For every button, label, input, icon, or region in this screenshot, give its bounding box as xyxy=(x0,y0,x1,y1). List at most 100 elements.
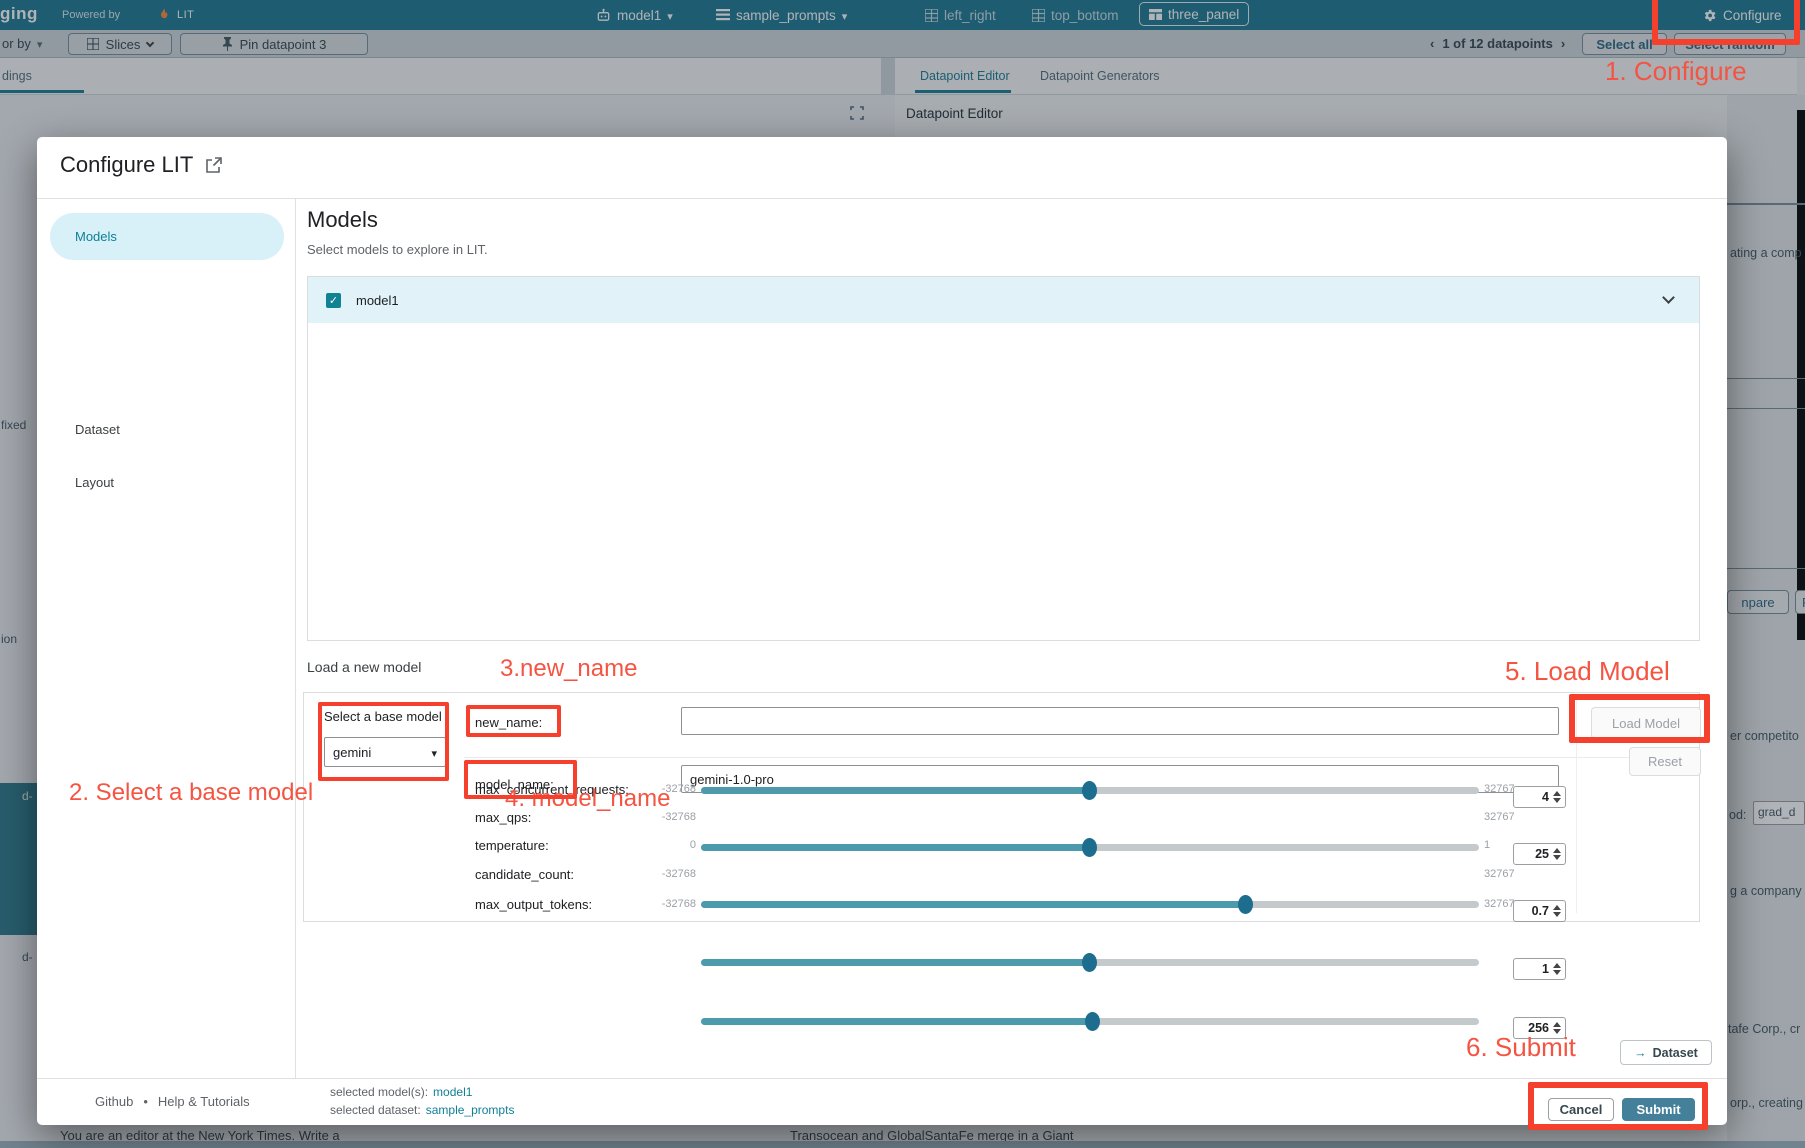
active-tab-underline xyxy=(915,90,1011,93)
active-tab-underline xyxy=(0,90,84,93)
tab-datapoint-editor[interactable]: Datapoint Editor xyxy=(920,69,1010,83)
slider-track[interactable] xyxy=(701,953,1479,972)
button-label-fragment: F xyxy=(1802,595,1805,610)
slider-track[interactable] xyxy=(701,838,1479,857)
slider-knob[interactable] xyxy=(1082,781,1098,800)
nav-item-dataset[interactable]: Dataset xyxy=(75,422,120,437)
slider-track[interactable] xyxy=(701,895,1479,914)
model-list: model1 xyxy=(307,276,1700,641)
load-model-button[interactable]: Load Model xyxy=(1591,707,1701,739)
base-model-select[interactable]: gemini xyxy=(324,737,446,767)
new-name-input[interactable] xyxy=(681,707,1559,735)
cancel-button[interactable]: Cancel xyxy=(1548,1098,1614,1121)
layout-tab-left-right[interactable]: left_right xyxy=(925,3,996,27)
embeddings-tab-fragment[interactable]: dings xyxy=(2,69,32,83)
list-icon xyxy=(716,9,730,21)
right-fragment: g a company xyxy=(1730,884,1802,898)
model-selector-dropdown[interactable]: model1 xyxy=(596,3,673,27)
configure-button[interactable]: Configure xyxy=(1702,3,1782,27)
right-fragment: ating a comp xyxy=(1730,246,1802,260)
divider xyxy=(1727,408,1805,409)
grid-icon xyxy=(86,38,99,50)
select-all-label: Select all xyxy=(1596,36,1653,52)
slices-button[interactable]: Slices xyxy=(68,33,172,55)
slider-value: 25 xyxy=(1535,847,1549,861)
grid-icon xyxy=(1032,8,1045,22)
reset-button[interactable]: Reset xyxy=(1629,747,1701,776)
button-fragment[interactable]: F xyxy=(1795,590,1805,614)
method-dropdown-fragment[interactable]: grad_d xyxy=(1753,801,1805,825)
selected-model-link[interactable]: model1 xyxy=(433,1085,473,1099)
model-list-row[interactable]: model1 xyxy=(308,277,1699,323)
nav-item-models-active[interactable]: Models xyxy=(50,213,284,260)
help-tutorials-link[interactable]: Help & Tutorials xyxy=(157,1094,250,1109)
annotation-box-load-model xyxy=(1569,694,1710,743)
slider-row-max-concurrent-requests: max_concurrent_requests: -32768 32767 4 xyxy=(304,693,1699,808)
new-name-label: new_name: xyxy=(475,715,543,730)
layout-tab-three-panel-active[interactable]: three_panel xyxy=(1139,2,1250,26)
dataset-selector-dropdown[interactable]: sample_prompts xyxy=(716,3,847,27)
select-all-button[interactable]: Select all xyxy=(1582,33,1667,55)
selected-dataset-label: selected dataset: xyxy=(330,1103,421,1117)
selection-toolbar: or by Slices Pin datapoint 3 1 of 12 dat… xyxy=(0,30,1805,58)
slider-value-spinner[interactable]: 1 xyxy=(1513,958,1566,980)
slider-value: 1 xyxy=(1542,962,1549,976)
arrow-right-icon xyxy=(1634,1046,1647,1060)
model-name-label: model_name: xyxy=(475,777,554,792)
panel-layout-icon xyxy=(1149,8,1162,20)
pin-icon xyxy=(222,37,233,51)
open-in-new-icon[interactable] xyxy=(205,156,223,174)
slider-knob[interactable] xyxy=(1237,895,1253,914)
annotation-box-new-name xyxy=(466,705,561,737)
slider-label: max_concurrent_requests: xyxy=(475,782,629,797)
tab-datapoint-generators[interactable]: Datapoint Generators xyxy=(1040,69,1160,83)
slider-max: 32767 xyxy=(1484,783,1515,795)
slider-value-spinner[interactable]: 256 xyxy=(1513,1017,1566,1039)
model-icon xyxy=(596,8,611,23)
slider-value: 256 xyxy=(1528,1021,1549,1035)
dot-separator xyxy=(143,1094,148,1109)
slider-min: -32768 xyxy=(661,783,696,795)
nav-item-layout[interactable]: Layout xyxy=(75,475,115,490)
layout-tab-top-bottom[interactable]: top_bottom xyxy=(1032,3,1119,27)
slider-max: 32767 xyxy=(1484,868,1515,880)
goto-dataset-button[interactable]: Dataset xyxy=(1620,1040,1712,1065)
slider-row-max-output-tokens: max_output_tokens: -32768 32767 256 xyxy=(304,809,1699,1039)
slider-label: candidate_count: xyxy=(475,867,575,882)
layout-tab-label: three_panel xyxy=(1168,6,1240,22)
layout-tab-label: top_bottom xyxy=(1051,7,1119,23)
right-strip xyxy=(1727,95,1805,1148)
model-row-label: model1 xyxy=(356,292,399,308)
chevron-down-icon[interactable] xyxy=(1662,291,1675,304)
goto-dataset-label: Dataset xyxy=(1652,1045,1698,1060)
panel-gap xyxy=(881,58,895,95)
github-link[interactable]: Github xyxy=(95,1094,134,1109)
slider-knob[interactable] xyxy=(1085,1012,1101,1031)
slider-knob[interactable] xyxy=(1082,953,1098,972)
bottom-fragment: You are an editor at the New York Times.… xyxy=(60,1128,340,1143)
slider-knob[interactable] xyxy=(1082,838,1098,857)
maximize-icon[interactable] xyxy=(850,106,864,120)
annotation-box-configure xyxy=(1652,0,1800,45)
load-model-form: Select a base model gemini new_name: mod… xyxy=(303,692,1701,1039)
annotation-step3: 3.new_name xyxy=(500,655,638,682)
slider-track[interactable] xyxy=(701,1012,1479,1031)
annotation-box-model-name xyxy=(464,760,577,799)
submit-button[interactable]: Submit xyxy=(1622,1098,1695,1121)
slider-min: -32768 xyxy=(661,868,696,880)
slider-value-spinner[interactable]: 25 xyxy=(1513,843,1566,865)
checkbox-checked-icon[interactable] xyxy=(326,292,341,308)
slider-value-spinner[interactable]: 0.7 xyxy=(1513,900,1566,922)
compare-button-fragment[interactable]: npare xyxy=(1727,590,1789,614)
powered-by-label: Powered by xyxy=(62,9,121,21)
color-by-dropdown[interactable]: or by xyxy=(2,36,42,51)
method-value-fragment: grad_d xyxy=(1758,805,1796,819)
selected-dataset-link[interactable]: sample_prompts xyxy=(425,1103,515,1117)
left-fragment: fixed xyxy=(1,418,27,432)
slider-track[interactable] xyxy=(701,781,1479,800)
slider-value-spinner[interactable]: 4 xyxy=(1513,786,1566,808)
slider-min: 0 xyxy=(689,839,696,851)
pin-datapoint-button[interactable]: Pin datapoint 3 xyxy=(180,33,368,55)
selected-table-row-fragment: d- xyxy=(0,783,37,935)
